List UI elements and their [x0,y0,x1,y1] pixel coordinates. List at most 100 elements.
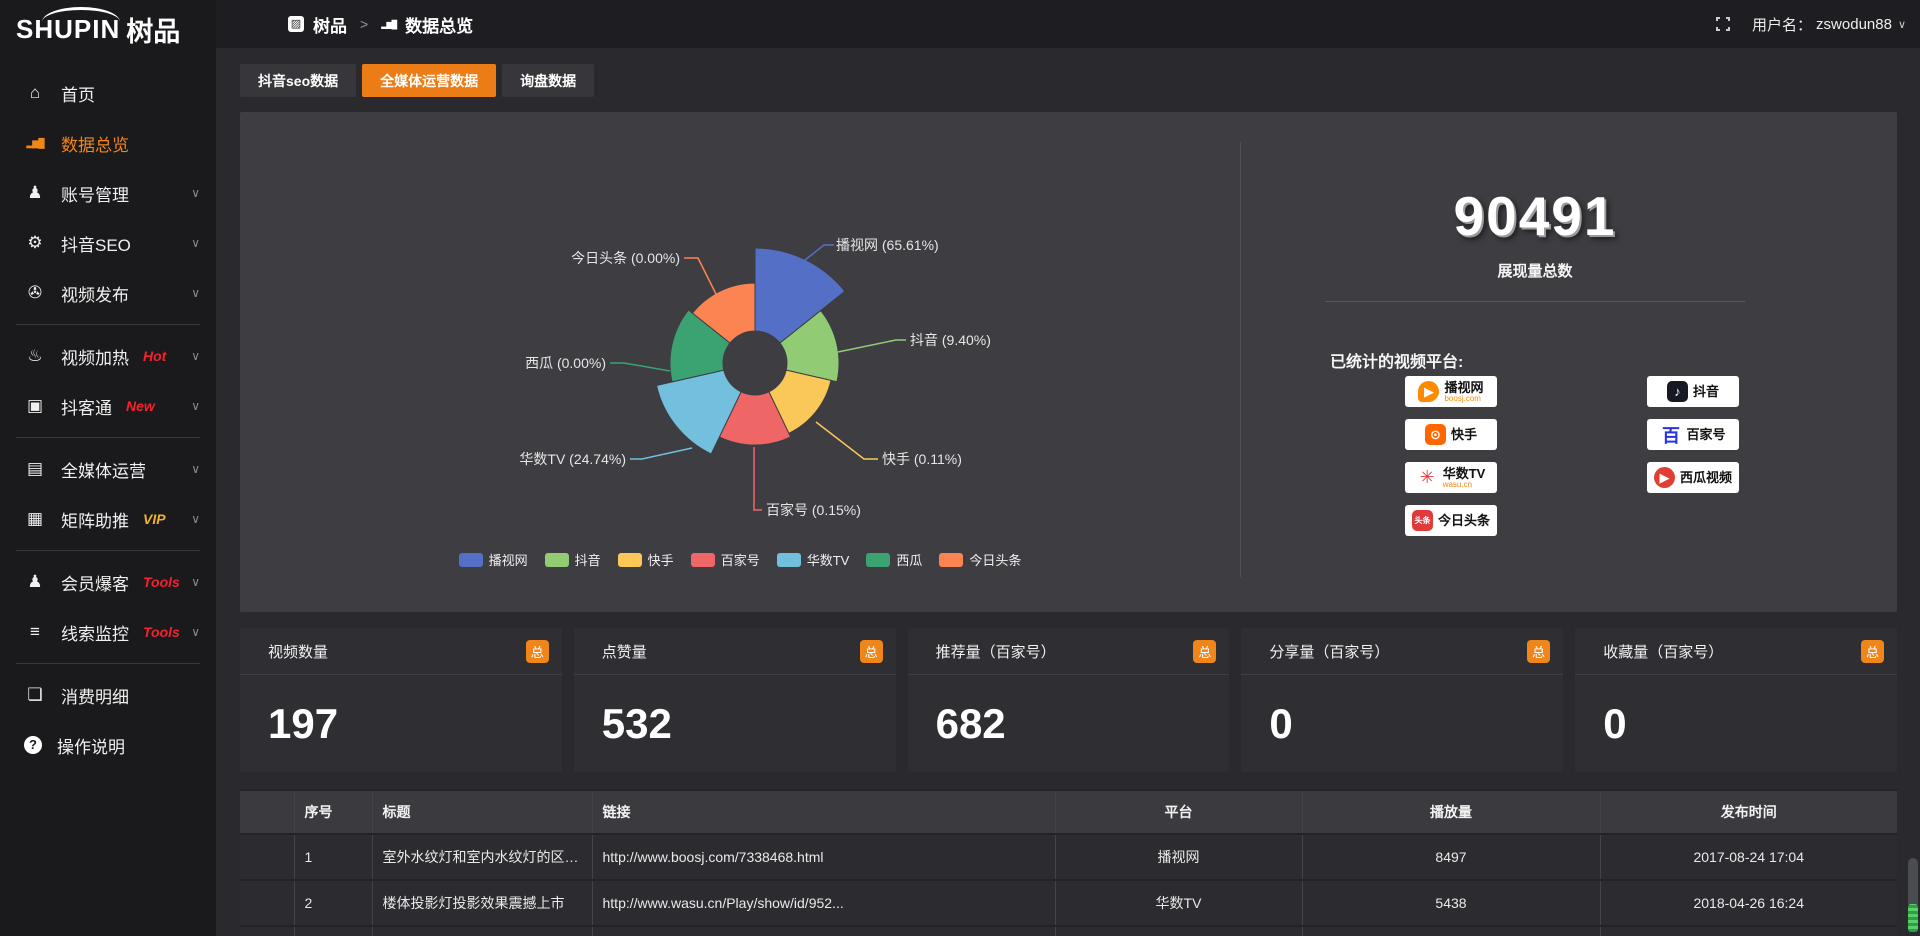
platform-badge: 头条 今日头条 [1405,505,1497,536]
breadcrumb-root[interactable]: 树品 [313,16,347,36]
stat-card-header: 视频数量 总 [240,628,562,675]
legend-swatch [617,552,642,567]
platform-badges: ▶ 播视网 boosj.com ⊙ 快手 ✳ 华数TV wasu.cn 头条 今… [1405,376,1739,536]
total-badge[interactable]: 总 [1527,639,1551,663]
label-line [799,244,834,265]
label-line [610,362,671,372]
legend-item[interactable]: 西瓜 [866,550,922,569]
sidebar-item[interactable]: ♨ 视频加热 Hot ∨ [0,331,216,381]
platform-logo-icon: ▶ [1653,467,1675,488]
row-checkbox-cell [240,879,294,926]
platform-badge: ▶ 西瓜视频 [1647,462,1739,493]
pie-slice-boshiwang[interactable] [754,247,846,344]
row-link[interactable]: http://www.boosj.com/7338468.html [591,833,1055,880]
panel-divider [1240,142,1241,577]
row-platform: 播视网 [1054,833,1302,880]
tab[interactable]: 全媒体运营数据 [362,64,497,97]
app-icon: ▨ [288,16,304,32]
tab[interactable]: 询盘数据 [502,64,595,97]
row-no: 1 [293,833,372,880]
rose-pie-chart: 播视网 (65.61%) 抖音 (9.40%) 快手 (0.11%) 百家号 (… [519,237,991,518]
legend-item[interactable]: 播视网 [458,550,528,569]
chevron-down-icon: ∨ [1897,18,1906,31]
sidebar-item-label: 消费明细 [61,687,129,707]
pie-slice-wasutv[interactable] [655,369,742,455]
sidebar-item[interactable]: ▣ 抖客通 New ∨ [0,381,216,431]
chevron-down-icon: ∨ [191,186,200,200]
user-menu[interactable]: 用户名： zswodun88 ∨ [1752,14,1906,35]
total-badge[interactable]: 总 [859,639,883,663]
row-title[interactable] [371,925,592,936]
user-icon: ♟ [27,183,43,202]
sidebar-item[interactable]: ✇ 视频发布 ∨ [0,268,216,318]
sidebar-item[interactable]: ♟ 账号管理 ∨ [0,168,216,218]
sidebar-item[interactable]: ⚙ 抖音SEO ∨ [0,218,216,268]
platform-logo-icon: ⊙ [1424,424,1446,445]
help-icon: ? [24,736,42,754]
platform-name: 播视网 [1444,379,1484,395]
row-link[interactable] [591,925,1055,936]
stat-card-header: 点赞量 总 [573,628,896,675]
row-title[interactable]: 楼体投影灯投影效果震撼上市 [371,879,592,926]
stat-card: 推荐量（百家号） 总 682 [907,628,1230,772]
pie-slice-toutiao[interactable] [691,282,756,344]
bar-chart-icon: ▂▆█ [26,137,44,148]
tab[interactable]: 抖音seo数据 [240,64,357,97]
sidebar-item-label: 账号管理 [61,185,129,205]
breadcrumb-current[interactable]: 数据总览 [405,16,474,36]
pie-slice-douyin[interactable] [779,309,840,383]
sidebar-item[interactable]: ▤ 全媒体运营 ∨ [0,444,216,494]
scrollbar-thumb[interactable] [1908,858,1918,908]
sidebar-item-label: 线索监控 [61,624,129,644]
row-checkbox-cell [240,833,294,880]
total-badge[interactable]: 总 [1193,639,1217,663]
header-plays: 播放量 [1301,789,1600,834]
sidebar-item-label: 操作说明 [57,737,125,757]
platform-name: 华数TV [1442,465,1486,481]
video-camera-icon: ✇ [27,283,43,302]
row-plays [1301,925,1600,936]
page-scrollbar[interactable] [1908,0,1919,936]
sidebar-item[interactable]: ▂▆█ 数据总览 [0,118,216,168]
legend-swatch [939,552,964,567]
platform-badge: ♪ 抖音 [1647,376,1739,407]
sidebar-item[interactable]: ▦ 矩阵助推 VIP ∨ [0,494,216,544]
row-title[interactable]: 室外水纹灯和室内水纹灯的区别和简介 [371,833,592,880]
pie-slice-xigua[interactable] [669,309,731,383]
sidebar-item[interactable]: ❏ 消费明细 [0,670,216,720]
sidebar-item[interactable]: ≡ 线索监控 Tools ∨ [0,607,216,657]
topbar: ▨ 树品 > ▂▆█ 数据总览 用户名： zswodun88 ∨ [216,0,1920,48]
sidebar-item[interactable]: ⌂ 首页 [0,68,216,118]
stat-card-value: 0 [1603,699,1627,747]
fullscreen-icon[interactable] [1716,17,1731,31]
total-badge[interactable]: 总 [1860,639,1884,663]
sidebar-item[interactable]: ♟ 会员爆客 Tools ∨ [0,557,216,607]
table-header-row: 序号 标题 链接 平台 播放量 发布时间 [240,789,1897,834]
legend-item[interactable]: 抖音 [544,550,601,569]
platform-logo-icon: 百 [1661,425,1680,446]
header-link: 链接 [591,789,1055,834]
legend-item[interactable]: 今日头条 [939,550,1021,569]
total-badge[interactable]: 总 [525,639,549,663]
expense-icon: ❏ [27,685,43,704]
label-line [837,339,906,353]
platform-logo-icon: ✳ [1419,467,1435,487]
table-body: 1 室外水纹灯和室内水纹灯的区别和简介 http://www.boosj.com… [240,833,1897,936]
sidebar-item[interactable]: ? 操作说明 [0,720,216,770]
legend-item[interactable]: 华数TV [776,550,849,569]
member-icon: ♟ [27,572,43,591]
stat-card-header: 推荐量（百家号） 总 [907,628,1230,675]
monitor-icon: ▤ [26,459,44,478]
chevron-down-icon: ∨ [191,575,200,589]
home-icon: ⌂ [29,83,41,102]
stat-card-value: 197 [268,699,339,747]
row-link[interactable]: http://www.wasu.cn/Play/show/id/952... [591,879,1055,926]
header-checkbox-cell [240,789,294,834]
label-line [815,421,878,460]
header-platform: 平台 [1054,789,1302,834]
platform-sub: wasu.cn [1442,479,1473,489]
sidebar-menu: ⌂ 首页 ▂▆█ 数据总览 ♟ 账号管理 ∨ ⚙ 抖音SEO ∨ ✇ 视频发布 [0,58,216,770]
summary-section: 90491 展现量总数 已统计的视频平台: ▶ 播视网 boosj.com ⊙ … [1240,112,1897,612]
legend-item[interactable]: 快手 [617,550,674,569]
legend-item[interactable]: 百家号 [690,550,760,569]
